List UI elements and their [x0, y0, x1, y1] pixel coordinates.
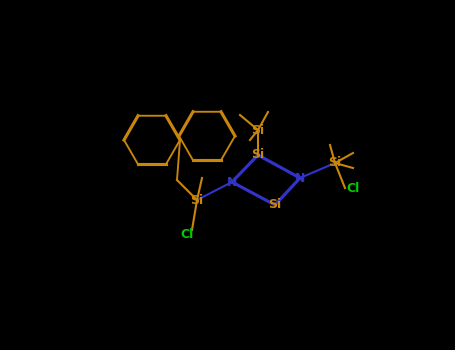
Text: Cl: Cl	[180, 229, 194, 241]
Text: Si: Si	[191, 194, 203, 206]
Text: Si: Si	[329, 156, 342, 169]
Text: Cl: Cl	[346, 182, 359, 195]
Text: N: N	[295, 172, 305, 184]
Text: Si: Si	[268, 198, 282, 211]
Text: Si: Si	[252, 124, 264, 136]
Text: Si: Si	[252, 148, 264, 161]
Text: N: N	[227, 175, 237, 189]
